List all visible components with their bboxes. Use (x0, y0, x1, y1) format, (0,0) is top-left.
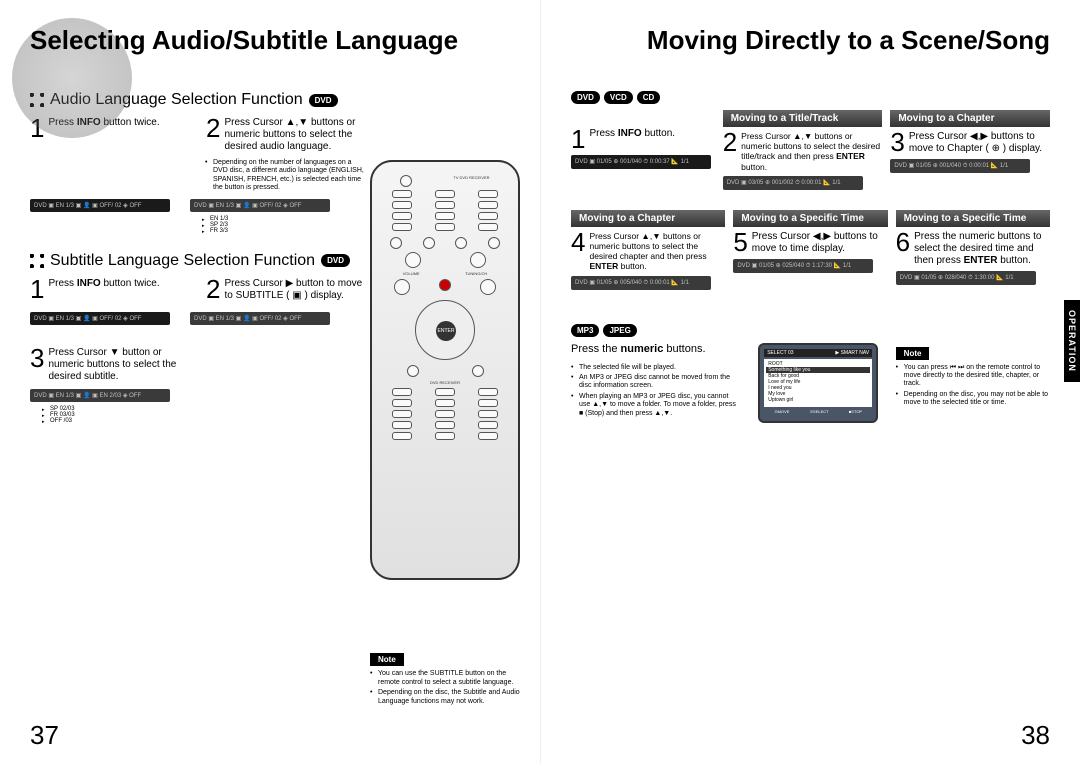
info-strip: DVD ▣ 03/05 ⊕ 001/002 ⏱ 0:00:01 📐 1/1 (723, 176, 863, 190)
note-bullet: You can press ⏮ ⏭ on the remote control … (896, 364, 1050, 389)
step-num: 2 (206, 117, 220, 153)
banner-chapter: Moving to a Chapter (890, 110, 1050, 127)
format-pills: MP3 JPEG (571, 324, 1050, 337)
info-strip: DVD ▣ 01/05 ⊕ 028/040 ⏱ 1:30:00 📐 1/1 (896, 271, 1036, 285)
step-num: 2 (206, 278, 220, 302)
info-strip: DVD ▣ 01/05 ⊕ 025/040 ⏱ 1:17:30 📐 1/1 (733, 259, 873, 273)
dvd-pill: DVD (321, 254, 350, 267)
step-num: 5 (733, 231, 747, 255)
banner-title-track: Moving to a Title/Track (723, 110, 883, 127)
note-bullet: The selected file will be played. (571, 364, 741, 372)
step-text: Press INFO button twice. (48, 278, 159, 302)
dvd-pill: DVD (309, 94, 338, 107)
remote-control-illustration: TV DVD RECEIVER VOLUMETUNING/CH ENTER DV… (370, 160, 520, 580)
note-bullet: When playing an MP3 or JPEG disc, you ca… (571, 393, 741, 418)
info-strip: DVD ▣ 01/05 ⊕ 005/040 ⏱ 0:00:01 📐 1/1 (571, 276, 711, 290)
banner-chapter: Moving to a Chapter (571, 210, 725, 227)
info-strip: DVD ▣ EN 1/3 ▣ 👤 ▣ OFF/ 02 ◈ OFF (30, 312, 170, 325)
step-text: Press Cursor ▲,▼ buttons or numeric butt… (741, 131, 881, 172)
step-text: Press the numeric buttons to select the … (914, 231, 1050, 267)
banner-specific-time: Moving to a Specific Time (733, 210, 887, 227)
info-strip: DVD ▣ EN 1/3 ▣ 👤 ▣ EN 2/03 ◈ OFF (30, 389, 170, 402)
mp3-instruction: Press the numeric buttons. (571, 343, 711, 356)
step-num: 3 (890, 131, 904, 155)
page-37: Selecting Audio/Subtitle Language Audio … (0, 0, 540, 763)
note-label: Note (370, 653, 404, 666)
steps-row-1: 1 Press INFO button. DVD ▣ 01/05 ⊕ 001/0… (571, 110, 1050, 194)
step-num: 1 (30, 278, 44, 302)
step-text: Press Cursor ▲,▼ buttons or numeric butt… (224, 117, 364, 153)
page-number: 37 (30, 720, 59, 751)
note-bullet: Depending on the number of languages on … (205, 159, 365, 193)
info-strip: DVD ▣ EN 1/3 ▣ 👤 ▣ OFF/ 02 ◈ OFF (190, 312, 330, 325)
step-text: Press Cursor ▼ button or numeric buttons… (48, 347, 188, 383)
section-icon (30, 254, 44, 268)
operation-tab: OPERATION (1064, 300, 1080, 382)
info-strip: DVD ▣ 01/05 ⊕ 001/040 ⏱ 0:00:37 📐 1/1 (571, 155, 711, 169)
step-text: Press INFO button. (589, 128, 675, 151)
page-title: Moving Directly to a Scene/Song (571, 25, 1050, 56)
step-text: Press Cursor ▲,▼ buttons or numeric butt… (589, 231, 725, 272)
step-num: 6 (896, 231, 910, 267)
steps-row-2: Moving to a Chapter 4 Press Cursor ▲,▼ b… (571, 210, 1050, 294)
note-bullet: You can use the SUBTITLE button on the r… (370, 670, 520, 687)
format-pills: DVD VCD CD (571, 91, 1050, 104)
info-strip: DVD ▣ EN 1/3 ▣ 👤 ▣ OFF/ 02 ◈ OFF (30, 199, 170, 212)
note-bullet: An MP3 or JPEG disc cannot be moved from… (571, 374, 741, 391)
info-strip: DVD ▣ 01/05 ⊕ 001/040 ⏱ 0:00:01 📐 1/1 (890, 159, 1030, 173)
page-number: 38 (1021, 720, 1050, 751)
step-text: Press Cursor ◀,▶ buttons to move to Chap… (909, 131, 1049, 155)
lang-list: EN 1/3 SP 2/3 FR 3/3 (202, 216, 330, 234)
step-num: 1 (571, 128, 585, 151)
note-bullet: Depending on the disc, the Subtitle and … (370, 689, 520, 706)
info-strip: DVD ▣ EN 1/3 ▣ 👤 ▣ OFF/ 02 ◈ OFF (190, 199, 330, 212)
step-text: Press Cursor ▶ button to move to SUBTITL… (224, 278, 364, 302)
note-label: Note (896, 347, 930, 360)
step-num: 2 (723, 131, 737, 172)
section-title: Subtitle Language Selection Function (50, 252, 315, 270)
step-num: 4 (571, 231, 585, 272)
banner-specific-time: Moving to a Specific Time (896, 210, 1050, 227)
page-38: Moving Directly to a Scene/Song OPERATIO… (540, 0, 1080, 763)
page-title: Selecting Audio/Subtitle Language (30, 25, 510, 56)
step-num: 3 (30, 347, 44, 383)
note-bullet: Depending on the disc, you may not be ab… (896, 391, 1050, 408)
step-text: Press Cursor ◀,▶ buttons to move to time… (752, 231, 888, 255)
player-screen: SELECT 03▶ SMART NAV ROOT Something like… (758, 343, 878, 423)
